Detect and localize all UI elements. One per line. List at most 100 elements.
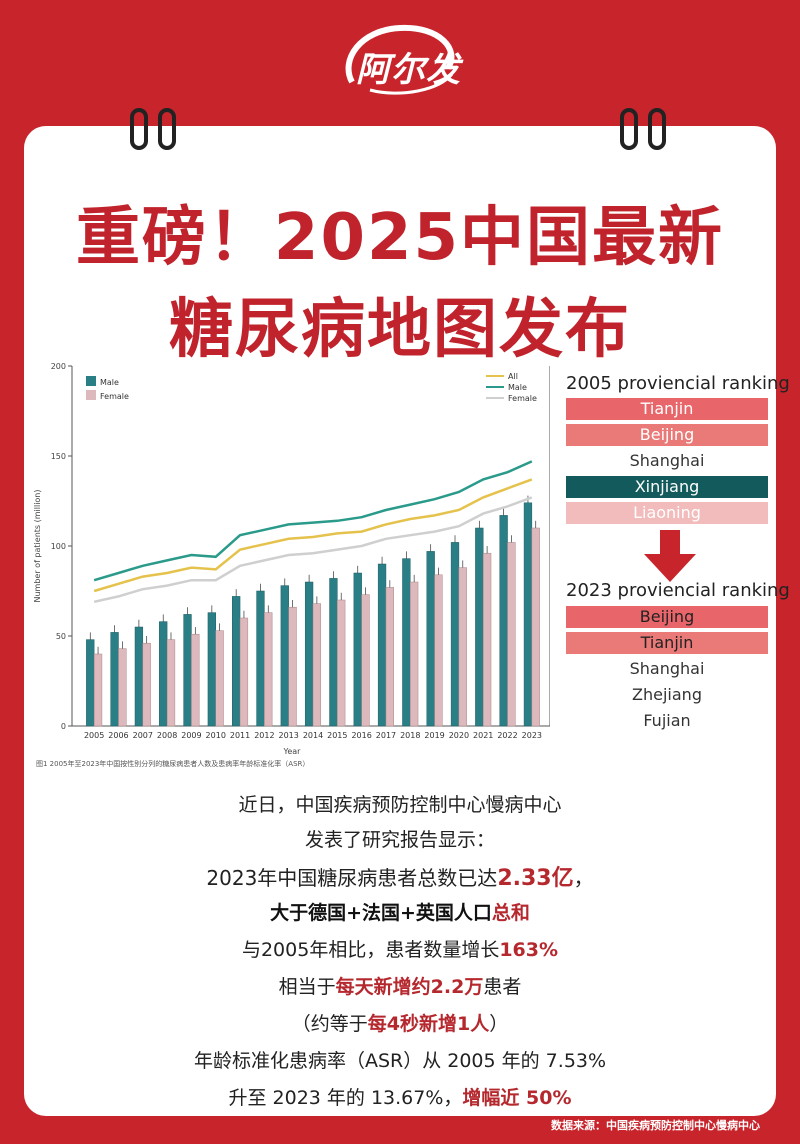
bar-female — [288, 606, 297, 727]
data-source: 数据来源：中国疾病预防控制中心慢病中心 — [551, 1117, 760, 1133]
body-line-2: 发表了研究报告显示： — [304, 829, 495, 851]
line-all — [93, 478, 533, 593]
body-line-8: 年龄标准化患病率（ASR）从 2005 年的 7.53% — [193, 1050, 607, 1072]
legend-swatch-male — [86, 376, 96, 386]
brand-logo-swoosh — [345, 24, 455, 95]
bar-female — [337, 599, 346, 727]
body-text: （约等于 — [291, 1013, 368, 1035]
body-text: 大于 — [270, 902, 309, 924]
body-line-6: 相当于每天新增约2.2万患者 — [0, 972, 800, 999]
ranking-row: Tianjin — [566, 632, 768, 654]
x-tick-label: 2011 — [230, 731, 250, 740]
brand-logo-text: 阿尔发 — [356, 50, 461, 90]
ranking-row: Zhejiang — [566, 684, 768, 706]
legend-label-line-male: Male — [508, 383, 527, 392]
x-tick-label: 2008 — [157, 731, 177, 740]
x-tick-label: 2014 — [303, 731, 323, 740]
bar-male — [353, 572, 362, 727]
y-tick-label: 100 — [51, 542, 66, 551]
bar-male — [207, 612, 216, 727]
line-female — [93, 496, 533, 604]
chart-labels: 0050510010150152002020052006200720082009… — [51, 362, 542, 740]
body-line-1: 近日，中国疾病预防控制中心慢病中心 — [238, 794, 562, 816]
bar-female — [410, 581, 419, 727]
x-tick-label: 2010 — [206, 731, 226, 740]
bar-female — [142, 642, 151, 727]
bar-male — [232, 596, 241, 727]
bar-male — [183, 614, 192, 727]
bar-female — [166, 639, 176, 727]
ranking-row: Liaoning — [566, 502, 768, 524]
x-tick-label: 2013 — [279, 731, 299, 740]
bar-male — [377, 563, 387, 727]
body-line-4: 大于德国+法国+英国人口总和 — [0, 898, 800, 925]
line-male — [93, 460, 533, 582]
legend-swatch-female — [86, 390, 96, 400]
source-text: 中国疾病预防控制中心慢病中心 — [606, 1119, 760, 1132]
body-text: 相当于 — [278, 976, 336, 998]
bar-female — [385, 587, 394, 727]
stat-every-4-seconds: 每4秒新增1人 — [367, 1013, 490, 1035]
x-tick-label: 2022 — [497, 731, 517, 740]
y-tick-label: 50 — [56, 632, 66, 641]
body-line-5: 与2005年相比，患者数量增长163% — [0, 935, 800, 962]
bar-male — [329, 578, 338, 727]
diabetes-patients-chart: 0050510010150152002020052006200720082009… — [33, 362, 550, 768]
body-text-bold: 德国+法国+英国人口 — [308, 902, 492, 924]
x-tick-label: 2019 — [424, 731, 444, 740]
legend-label-all: All — [508, 372, 518, 381]
ranking-row: Fujian — [566, 710, 768, 732]
ranking-row: Beijing — [566, 606, 768, 628]
ranking-title-2005: 2005 proviencial ranking — [566, 373, 790, 394]
bar-female — [239, 617, 249, 727]
bar-male — [402, 558, 411, 727]
ranking-row: Shanghai — [566, 450, 768, 472]
body-text: 患者 — [483, 976, 522, 998]
x-tick-label: 2005 — [84, 731, 104, 740]
bar-male — [304, 581, 314, 727]
bar-female — [191, 633, 200, 727]
body-text: 升至 2023 年的 13.67%， — [228, 1087, 463, 1109]
legend-label-male: Male — [100, 378, 119, 387]
bar-female — [93, 653, 103, 727]
ranking-row: Beijing — [566, 424, 768, 446]
body-text: 2023年中国糖尿病患者总数已达 — [206, 866, 498, 890]
stat-daily-new: 每天新增约2.2万 — [335, 976, 484, 998]
x-tick-label: 2016 — [351, 731, 371, 740]
body-line-7: （约等于每4秒新增1人） — [0, 1009, 800, 1036]
body-text: ， — [573, 866, 594, 890]
bar-male — [86, 639, 95, 727]
bar-male — [450, 542, 460, 727]
x-tick-label: 2020 — [449, 731, 469, 740]
bar-male — [499, 515, 508, 727]
chart-lines — [93, 460, 533, 604]
legend-label-line-female: Female — [508, 394, 537, 403]
ranking-row: Shanghai — [566, 658, 768, 680]
bar-female — [531, 527, 540, 727]
y-axis-label: Number of patients (million) — [33, 489, 42, 602]
bar-male — [475, 527, 484, 727]
bar-male — [523, 502, 533, 727]
ranking-row: Tianjin — [566, 398, 768, 420]
bar-female — [458, 567, 467, 727]
x-tick-label: 2017 — [376, 731, 396, 740]
x-axis-label: Year — [283, 747, 302, 756]
bar-male — [256, 590, 265, 727]
binder-ring-icon — [620, 108, 666, 150]
body-text-highlight: 总和 — [491, 902, 530, 924]
bar-female — [507, 542, 516, 727]
x-tick-label: 2021 — [473, 731, 493, 740]
bar-male — [426, 551, 435, 727]
body-line-3: 2023年中国糖尿病患者总数已达2.33亿， — [0, 860, 800, 892]
arrow-down-icon — [644, 530, 696, 582]
body-text: 与2005年相比，患者数量增长 — [241, 939, 500, 961]
body-line-9: 升至 2023 年的 13.67%，增幅近 50% — [0, 1083, 800, 1110]
y-tick-label: 150 — [51, 452, 66, 461]
bar-female — [118, 648, 127, 727]
bar-male — [280, 585, 289, 727]
x-tick-label: 2012 — [254, 731, 274, 740]
x-tick-label: 2023 — [522, 731, 542, 740]
stat-asr-increase: 增幅近 50% — [462, 1087, 572, 1109]
source-label: 数据来源： — [551, 1119, 606, 1132]
x-tick-label: 2007 — [133, 731, 153, 740]
